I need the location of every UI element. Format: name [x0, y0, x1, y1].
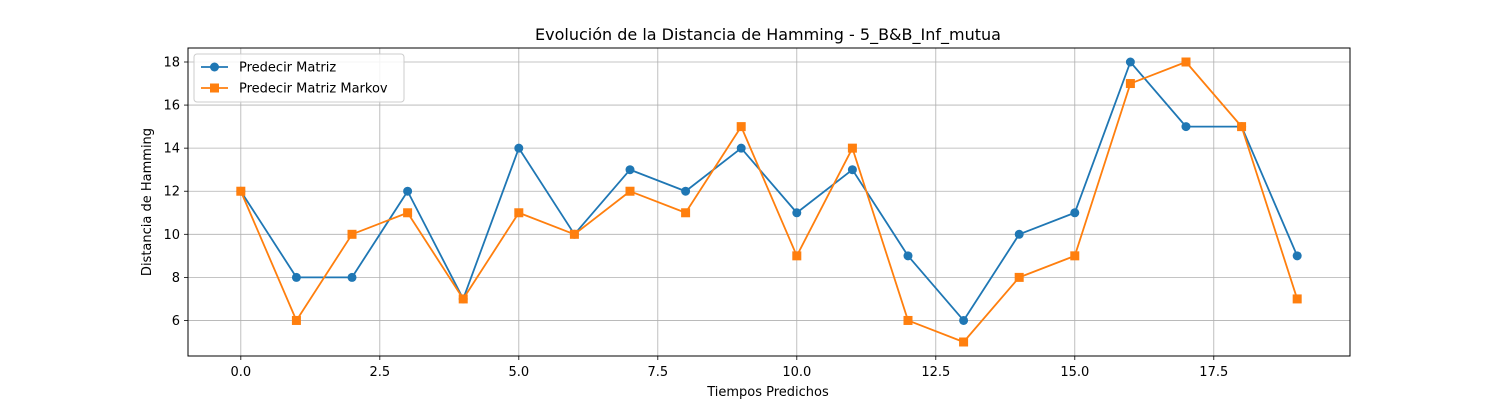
data-point: [236, 186, 246, 196]
data-point: [1014, 272, 1024, 282]
y-tick-label: 8: [172, 271, 180, 286]
x-tick-label: 12.5: [921, 365, 950, 380]
y-tick-label: 10: [163, 228, 180, 243]
legend: Predecir Matriz Predecir Matriz Markov: [193, 53, 405, 103]
legend-item: Predecir Matriz Markov: [201, 82, 388, 97]
chart-title: Evolución de la Distancia de Hamming - 5…: [535, 25, 1001, 45]
x-tick-label: 7.5: [647, 365, 668, 380]
data-point: [959, 337, 969, 347]
y-tick-label: 14: [163, 142, 180, 157]
x-tick-label: 2.5: [369, 365, 390, 380]
data-point: [1292, 251, 1302, 261]
data-point: [903, 251, 913, 261]
data-point: [458, 294, 468, 304]
data-point: [625, 165, 635, 175]
legend-label: Predecir Matriz: [239, 61, 336, 76]
data-point: [403, 208, 413, 218]
x-axis-title: Tiempos Predichos: [706, 385, 829, 400]
legend-swatch-marker: [210, 83, 219, 93]
data-point: [1070, 251, 1080, 261]
x-tick-label: 10.0: [782, 365, 811, 380]
data-point: [903, 315, 913, 325]
legend-swatch-marker: [210, 62, 219, 72]
series-layer: [236, 57, 1302, 347]
y-tick-label: 18: [163, 56, 180, 71]
data-point: [1181, 122, 1191, 132]
data-point: [569, 229, 579, 239]
data-point: [514, 208, 524, 218]
data-point: [792, 208, 802, 218]
data-point: [625, 186, 635, 196]
data-point: [291, 315, 301, 325]
data-point: [1125, 57, 1135, 67]
legend-box: [193, 53, 405, 103]
data-point: [347, 272, 357, 282]
x-tick-label: 17.5: [1199, 365, 1228, 380]
data-point: [959, 315, 969, 325]
data-point: [681, 208, 691, 218]
data-point: [736, 122, 746, 132]
data-point: [847, 165, 857, 175]
plot-frame: [187, 47, 1351, 357]
data-point: [514, 143, 524, 153]
y-tick-label: 16: [163, 99, 180, 114]
legend-label: Predecir Matriz Markov: [239, 82, 388, 97]
y-tick-label: 12: [163, 185, 180, 200]
y-tick-label: 6: [172, 314, 180, 329]
x-tick-label: 0.0: [230, 365, 251, 380]
data-point: [291, 272, 301, 282]
data-point: [1181, 57, 1191, 67]
data-point: [847, 143, 857, 153]
data-point: [1237, 122, 1247, 132]
y-axis-title: Distancia de Hamming: [140, 128, 155, 276]
grid: [188, 48, 1350, 356]
legend-item: Predecir Matriz: [201, 61, 336, 76]
data-point: [1070, 208, 1080, 218]
data-point: [736, 143, 746, 153]
ticks: 0.0 2.5 5.0 7.5 10.0 12.5 15.0 17.5 6 8 10 12 14 16 18: [163, 56, 1228, 381]
data-point: [1014, 229, 1024, 239]
data-point: [681, 186, 691, 196]
data-point: [792, 251, 802, 261]
data-point: [403, 186, 413, 196]
x-tick-label: 5.0: [508, 365, 529, 380]
series-2: [236, 57, 1302, 347]
series-line: [239, 61, 1299, 343]
x-tick-label: 15.0: [1060, 365, 1089, 380]
series-line: [240, 61, 1299, 322]
data-point: [347, 229, 357, 239]
data-point: [1125, 79, 1135, 89]
data-point: [1292, 294, 1302, 304]
